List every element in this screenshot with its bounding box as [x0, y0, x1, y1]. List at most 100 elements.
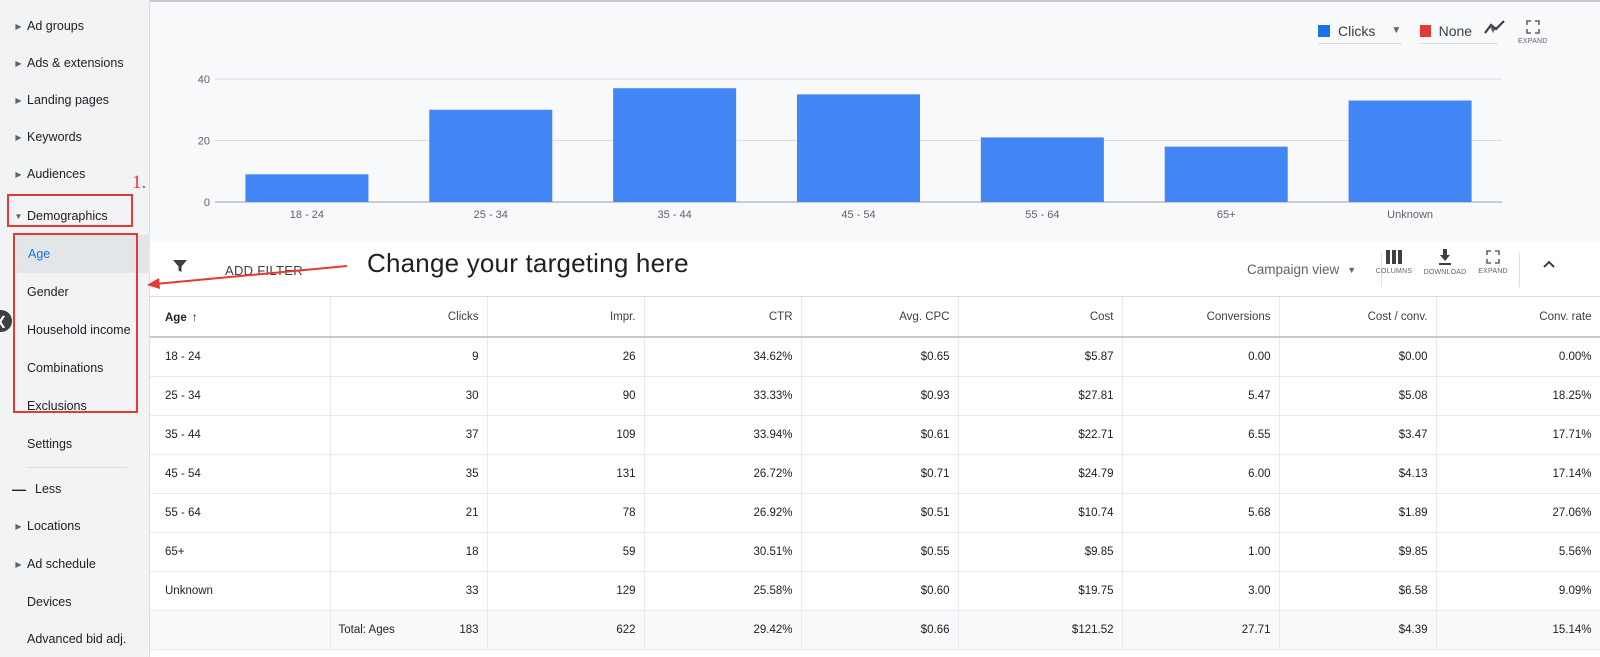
- table-cell: 6.55: [1122, 415, 1280, 455]
- table-cell: $0.60: [801, 571, 959, 611]
- caret-right-icon: ▶: [15, 559, 22, 569]
- sidebar-item-devices[interactable]: Devices: [0, 583, 150, 621]
- table-cell: 37: [330, 415, 488, 455]
- chart-bar[interactable]: [797, 94, 920, 202]
- annotation-box-subitems: [13, 233, 138, 413]
- add-filter-button[interactable]: ADD FILTER: [225, 263, 303, 278]
- caret-right-icon: ▶: [15, 58, 22, 68]
- table-cell: $4.39: [1279, 610, 1437, 650]
- sidebar-subitem-combinations[interactable]: Combinations: [0, 349, 150, 387]
- table-cell: 5.47: [1122, 376, 1280, 416]
- table-cell: $0.55: [801, 532, 959, 572]
- table-cell: $10.74: [958, 493, 1123, 533]
- chart-type-button[interactable]: [1484, 19, 1506, 35]
- filter-button[interactable]: [172, 258, 188, 274]
- toolbar-divider: [1381, 253, 1382, 287]
- minus-icon: —: [12, 481, 26, 497]
- chart-bar[interactable]: [429, 109, 553, 202]
- caret-right-icon: ▶: [15, 95, 22, 105]
- table-expand-button[interactable]: EXPAND: [1473, 250, 1513, 275]
- metric-select-primary[interactable]: Clicks ▼: [1318, 18, 1402, 44]
- column-header-cost[interactable]: Cost: [958, 297, 1123, 338]
- x-tick-label: 45 - 54: [841, 209, 875, 221]
- table-cell: 33.94%: [644, 415, 802, 455]
- demographics-age-table: Age ↑ Clicks Impr. CTR Avg. CPC Cost Conv…: [150, 297, 1600, 650]
- column-header-cost-per-conv[interactable]: Cost / conv.: [1279, 297, 1437, 338]
- chart-bar[interactable]: [980, 137, 1104, 202]
- table-cell: $0.66: [801, 610, 959, 650]
- table-cell: 18.25%: [1436, 376, 1600, 416]
- columns-caption: COLUMNS: [1375, 268, 1413, 275]
- metric-select-secondary[interactable]: None ▼: [1420, 18, 1498, 44]
- sidebar-subitem-age[interactable]: Age: [16, 235, 150, 273]
- table-cell: $27.81: [958, 376, 1123, 416]
- sidebar-item-settings[interactable]: Settings: [0, 425, 150, 463]
- sidebar-item-landing-pages[interactable]: ▶ Landing pages: [0, 81, 150, 119]
- collapse-chart-button[interactable]: [1542, 259, 1556, 269]
- annotation-box-demographics: [7, 194, 133, 227]
- sidebar-subitem-household-income[interactable]: Household income: [0, 311, 150, 349]
- columns-button[interactable]: COLUMNS: [1371, 250, 1417, 275]
- chart-bar[interactable]: [1164, 146, 1288, 202]
- table-cell: 33.33%: [644, 376, 802, 416]
- campaign-view-select[interactable]: Campaign view ▼: [1247, 262, 1356, 277]
- table-total-row: Total: Ages 183 622 29.42% $0.66 $121.52…: [150, 610, 1600, 650]
- column-header-impressions[interactable]: Impr.: [487, 297, 645, 338]
- table-cell: 131: [487, 454, 645, 494]
- chevron-up-icon: [1543, 260, 1555, 268]
- sidebar-item-audiences[interactable]: ▶ Audiences: [0, 155, 150, 193]
- table-cell: 622: [487, 610, 645, 650]
- chart-expand-button[interactable]: EXPAND: [1518, 20, 1547, 45]
- expand-caption: EXPAND: [1518, 38, 1548, 45]
- table-cell: 0.00%: [1436, 337, 1600, 377]
- table-cell: 25 - 34: [150, 376, 331, 416]
- y-tick-label: 20: [198, 136, 210, 148]
- sidebar-item-label: Age: [28, 247, 51, 261]
- sidebar-item-advanced-bid-adj[interactable]: Advanced bid adj.: [0, 620, 150, 657]
- chart-bar[interactable]: [245, 174, 369, 202]
- view-select-label: Campaign view: [1247, 262, 1340, 277]
- table-cell: 30.51%: [644, 532, 802, 572]
- column-header-ctr[interactable]: CTR: [644, 297, 802, 338]
- table-row: 55 - 64 21 78 26.92% $0.51 $10.74 5.68 $…: [150, 493, 1600, 533]
- table-cell: 33: [330, 571, 488, 611]
- table-cell: 35: [330, 454, 488, 494]
- column-header-age[interactable]: Age ↑: [150, 297, 331, 338]
- sidebar-item-locations[interactable]: ▶ Locations: [0, 507, 150, 545]
- column-header-conv-rate[interactable]: Conv. rate: [1436, 297, 1600, 338]
- table-cell: 65+: [150, 532, 331, 572]
- sidebar-item-ads-extensions[interactable]: ▶ Ads & extensions: [0, 44, 150, 82]
- table-cell: 29.42%: [644, 610, 802, 650]
- annotation-arrow-icon: [147, 265, 348, 289]
- collapse-sidebar-button[interactable]: ❮: [0, 310, 12, 332]
- table-cell: 55 - 64: [150, 493, 331, 533]
- table-cell: 26.72%: [644, 454, 802, 494]
- total-row-cell: Total: Ages 183: [330, 610, 488, 650]
- toolbar-divider: [1519, 253, 1520, 287]
- sidebar-less-toggle[interactable]: — Less: [0, 470, 150, 508]
- chart-bar[interactable]: [1348, 100, 1472, 202]
- table-cell: 6.00: [1122, 454, 1280, 494]
- table-cell: 17.14%: [1436, 454, 1600, 494]
- sidebar-item-label: Less: [35, 482, 62, 496]
- column-header-conversions[interactable]: Conversions: [1122, 297, 1280, 338]
- download-button[interactable]: DOWNLOAD: [1417, 249, 1473, 276]
- sidebar-item-demographics[interactable]: ▼ Demographics: [0, 197, 150, 235]
- sidebar-item-ad-groups[interactable]: ▶ Ad groups: [0, 7, 150, 45]
- sidebar-item-ad-schedule[interactable]: ▶ Ad schedule: [0, 545, 150, 583]
- sidebar-item-keywords[interactable]: ▶ Keywords: [0, 118, 150, 156]
- download-icon: [1439, 249, 1451, 265]
- annotation-callout-text: Change your targeting here: [367, 248, 689, 278]
- column-header-clicks[interactable]: Clicks: [330, 297, 488, 338]
- sort-ascending-icon: ↑: [191, 309, 198, 324]
- x-tick-label: 35 - 44: [658, 209, 692, 221]
- sidebar-subitem-exclusions[interactable]: Exclusions: [0, 387, 150, 425]
- column-header-avg-cpc[interactable]: Avg. CPC: [801, 297, 959, 338]
- table-row: Unknown 33 129 25.58% $0.60 $19.75 3.00 …: [150, 571, 1600, 611]
- table-cell: 25.58%: [644, 571, 802, 611]
- sidebar-subitem-gender[interactable]: Gender: [0, 273, 150, 311]
- chart-bar[interactable]: [613, 88, 737, 202]
- table-cell: $0.93: [801, 376, 959, 416]
- sidebar-item-label: Demographics: [27, 209, 108, 223]
